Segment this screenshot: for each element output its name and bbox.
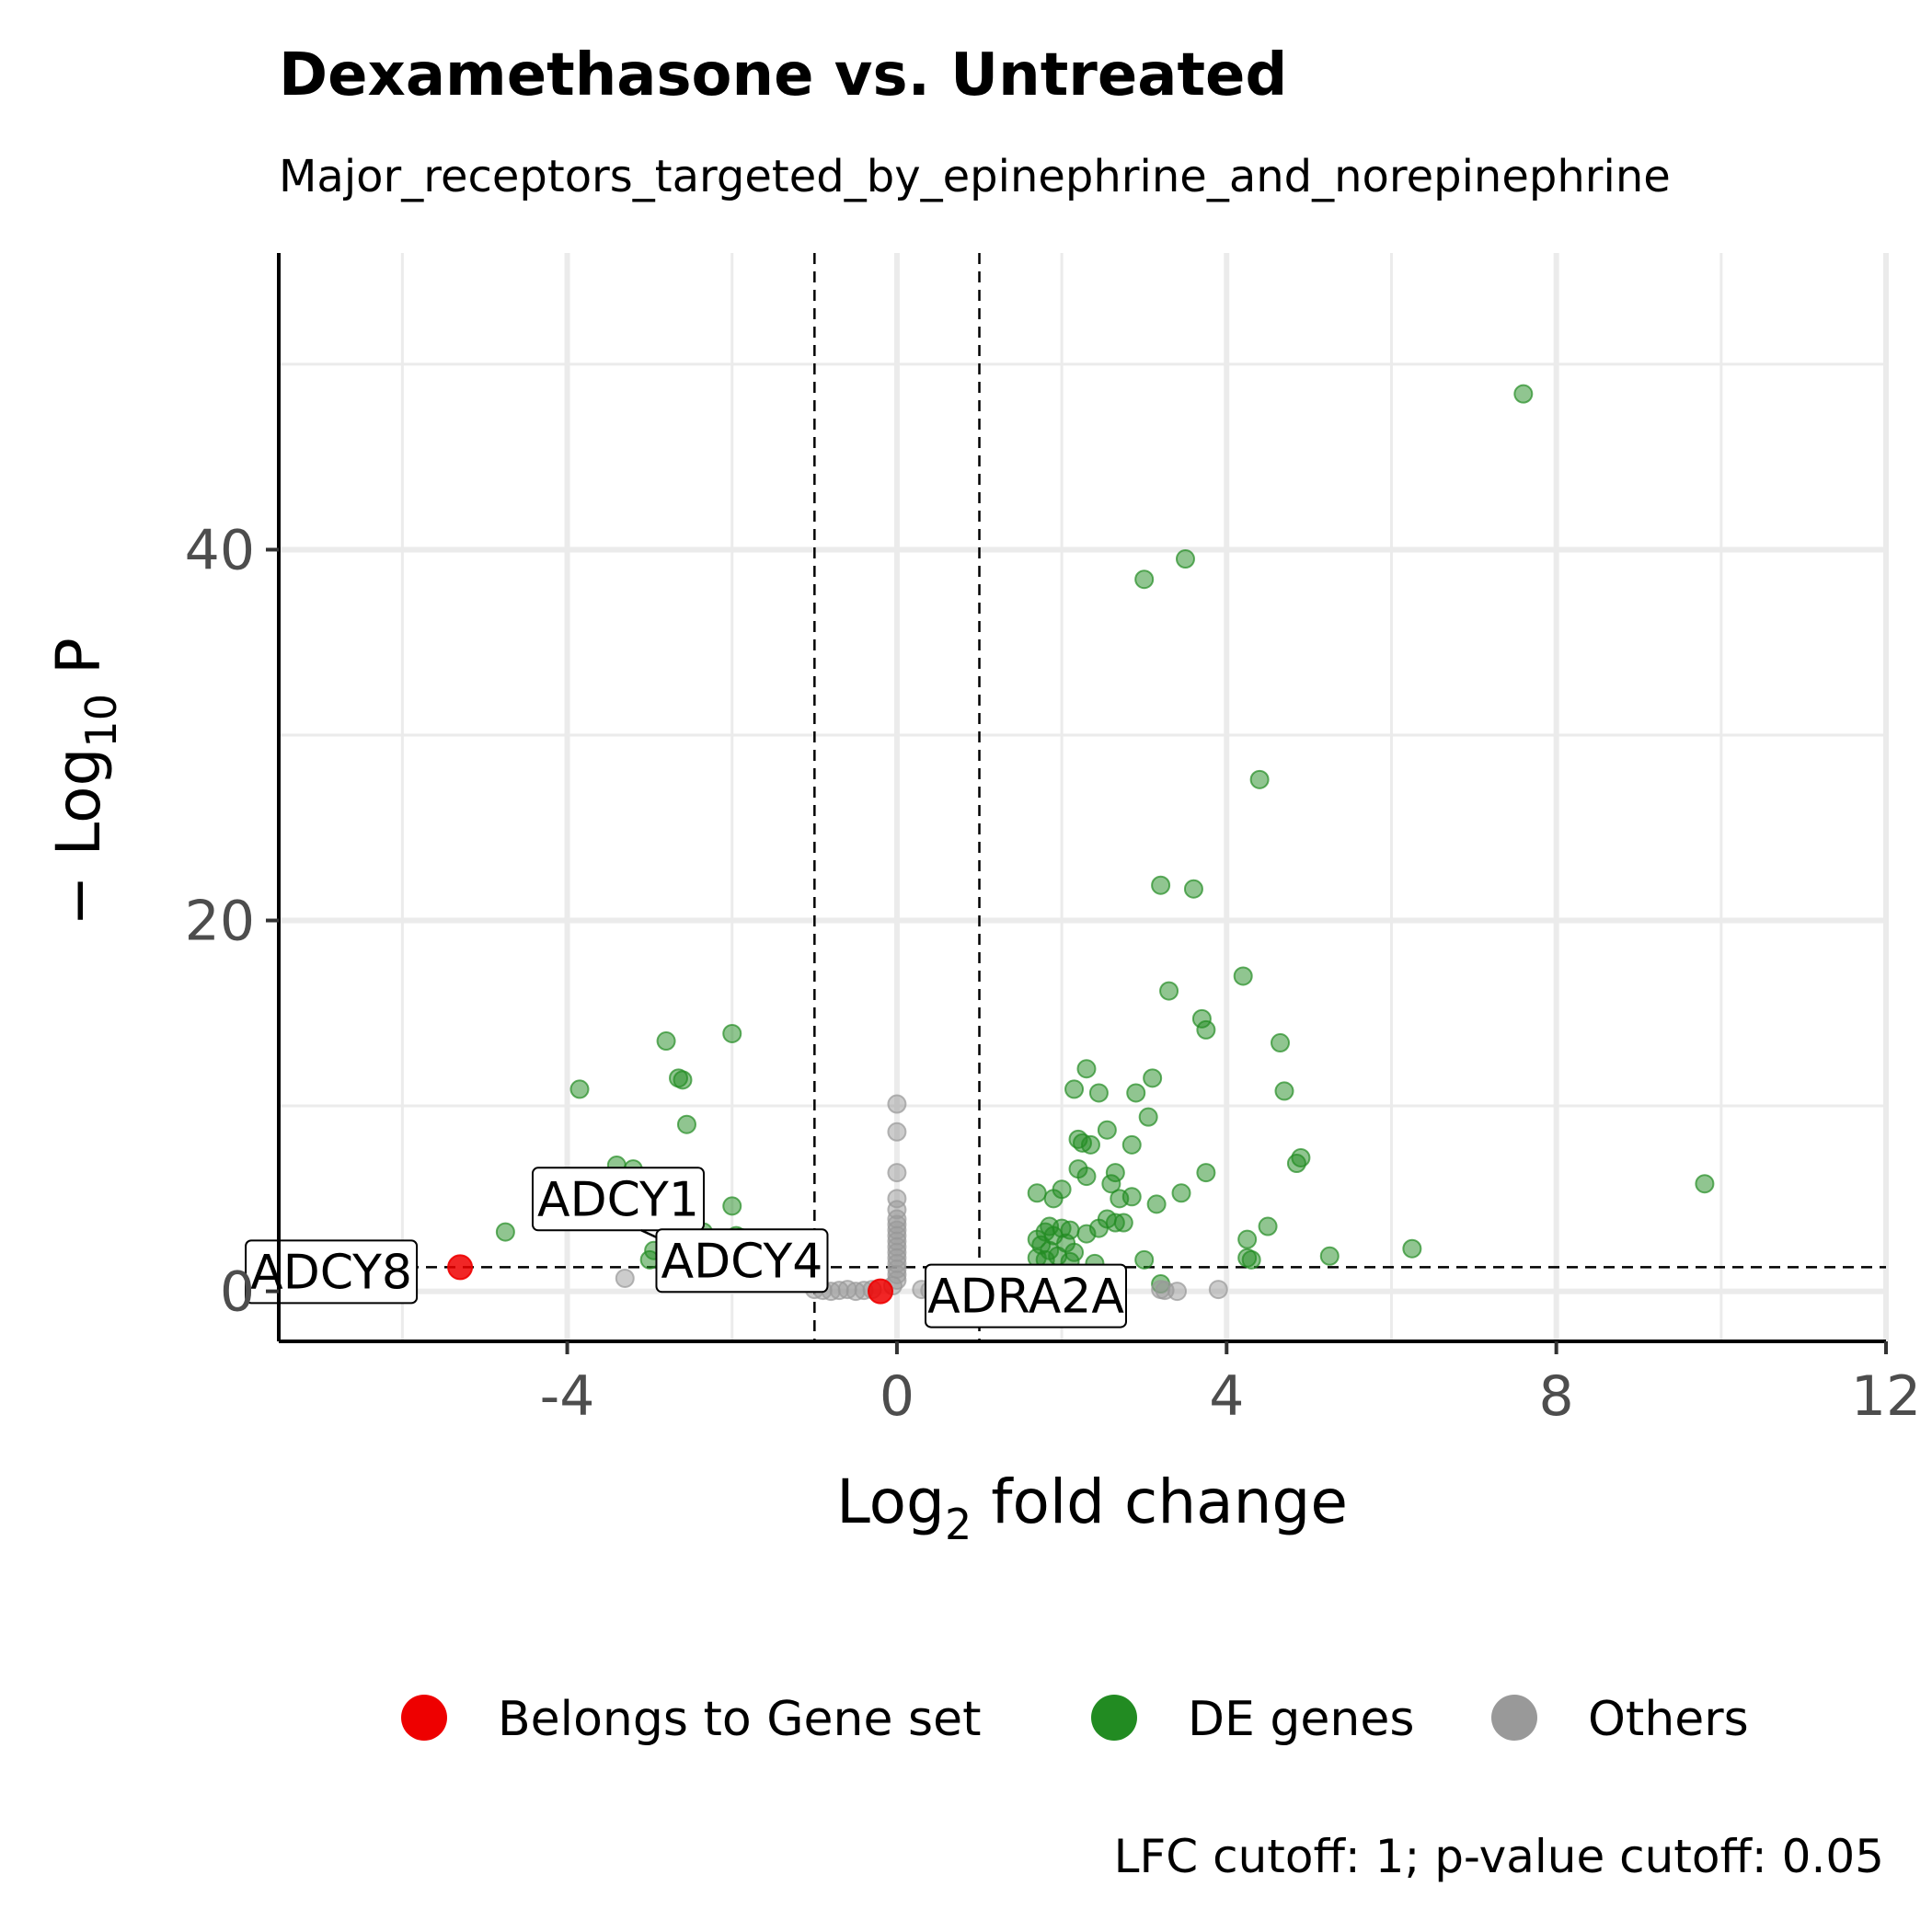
gene-label-adra2a: ADRA2A bbox=[925, 1263, 1128, 1328]
de-genes-point bbox=[1249, 769, 1270, 789]
de-genes-point bbox=[722, 1196, 742, 1216]
de-genes-point bbox=[1121, 1134, 1142, 1155]
de-genes-point bbox=[1134, 569, 1155, 590]
de-genes-point bbox=[1513, 384, 1534, 404]
others-point bbox=[887, 1094, 907, 1114]
x-tick-label: 4 bbox=[1209, 1364, 1244, 1429]
de-genes-point bbox=[1159, 981, 1179, 1001]
gene-label-adcy8: ADCY8 bbox=[245, 1239, 419, 1305]
de-genes-point bbox=[1076, 1224, 1097, 1244]
de-genes-point bbox=[656, 1031, 676, 1052]
de-genes-point bbox=[1196, 1019, 1216, 1040]
others-point bbox=[887, 1121, 907, 1142]
de-genes-point bbox=[1183, 879, 1203, 899]
y-tick-label: 20 bbox=[185, 890, 255, 954]
data-points bbox=[447, 384, 1715, 1305]
others-point bbox=[1208, 1280, 1228, 1300]
legend-marker bbox=[401, 1695, 447, 1741]
gene-labels: ADCY1 ADCY8 ADCY4 ADRA2A bbox=[245, 1167, 1128, 1328]
de-genes-point bbox=[1237, 1229, 1258, 1249]
gene-set-point bbox=[868, 1278, 894, 1305]
y-tick-label: 40 bbox=[185, 518, 255, 582]
de-genes-point bbox=[1073, 1133, 1092, 1153]
de-genes-point bbox=[676, 1114, 696, 1134]
gene-label-text: ADCY4 bbox=[661, 1234, 823, 1289]
cutoff-caption: LFC cutoff: 1; p-value cutoff: 0.05 bbox=[1114, 1830, 1884, 1883]
gene-label-box bbox=[655, 1228, 829, 1294]
de-genes-point bbox=[1402, 1238, 1422, 1259]
de-genes-point bbox=[1064, 1079, 1085, 1099]
de-genes-point bbox=[1286, 1154, 1306, 1174]
y-tick-label: 0 bbox=[220, 1260, 255, 1325]
x-tick-label: 0 bbox=[880, 1364, 914, 1429]
de-genes-point bbox=[673, 1070, 693, 1090]
de-genes-point bbox=[495, 1222, 515, 1242]
legend-item-gene-set: Belongs to Gene set bbox=[401, 1692, 981, 1747]
gene-label-box bbox=[245, 1239, 419, 1305]
de-genes-point bbox=[1146, 1194, 1167, 1214]
gene-set-point bbox=[447, 1254, 474, 1281]
x-tick-label: -4 bbox=[540, 1364, 595, 1429]
legend: Belongs to Gene set DE genes Others bbox=[401, 1692, 1749, 1747]
legend-label: Belongs to Gene set bbox=[498, 1692, 981, 1747]
de-genes-point bbox=[1027, 1183, 1047, 1203]
de-genes-point bbox=[1175, 549, 1195, 569]
de-genes-point bbox=[1134, 1249, 1155, 1270]
de-genes-point bbox=[1151, 875, 1171, 895]
chart-title: Dexamethasone vs. Untreated bbox=[279, 41, 1287, 109]
chart-subtitle: Major_receptors_targeted_by_epinephrine_… bbox=[279, 151, 1671, 202]
de-genes-point bbox=[1233, 966, 1253, 986]
de-genes-point bbox=[1088, 1083, 1109, 1103]
others-point bbox=[1167, 1282, 1188, 1302]
legend-item-others: Others bbox=[1491, 1692, 1749, 1747]
y-axis-title: − Log10 P bbox=[43, 638, 126, 926]
de-genes-point bbox=[1101, 1174, 1121, 1194]
de-genes-point bbox=[1258, 1216, 1278, 1236]
gene-label-adcy1: ADCY1 bbox=[531, 1167, 705, 1248]
legend-label: DE genes bbox=[1188, 1692, 1414, 1747]
de-genes-point bbox=[1097, 1120, 1117, 1140]
legend-item-de-genes: DE genes bbox=[1091, 1692, 1414, 1747]
x-tick-label: 12 bbox=[1851, 1364, 1921, 1429]
de-genes-point bbox=[1076, 1059, 1097, 1079]
legend-marker bbox=[1091, 1695, 1137, 1741]
cutoff-lines bbox=[279, 253, 1886, 1341]
legend-label: Others bbox=[1588, 1692, 1749, 1747]
de-genes-point bbox=[1143, 1068, 1163, 1088]
axes: -4 0 4 8 12 0 20 40 bbox=[185, 253, 1921, 1429]
de-genes-point bbox=[1121, 1187, 1142, 1207]
de-genes-point bbox=[722, 1023, 742, 1043]
gene-label-adcy4: ADCY4 bbox=[655, 1228, 829, 1294]
de-genes-point bbox=[1319, 1246, 1340, 1266]
x-axis-title: Log2 fold change bbox=[836, 1466, 1348, 1549]
de-genes-point bbox=[1138, 1107, 1158, 1127]
others-point bbox=[615, 1268, 635, 1288]
de-genes-point bbox=[1113, 1213, 1133, 1233]
de-genes-point bbox=[1126, 1083, 1146, 1103]
x-tick-label: 8 bbox=[1539, 1364, 1574, 1429]
de-genes-point bbox=[1241, 1249, 1261, 1270]
de-genes-point bbox=[1695, 1174, 1715, 1194]
legend-marker bbox=[1491, 1695, 1537, 1741]
de-genes-point bbox=[1076, 1167, 1097, 1187]
gene-label-box bbox=[531, 1167, 705, 1232]
de-genes-point bbox=[1171, 1183, 1191, 1203]
gene-label-text: ADRA2A bbox=[927, 1270, 1124, 1325]
de-genes-point bbox=[569, 1079, 590, 1099]
gene-label-text: ADCY1 bbox=[537, 1172, 699, 1227]
others-point bbox=[887, 1163, 907, 1183]
de-genes-point bbox=[1043, 1189, 1064, 1209]
de-genes-point bbox=[1196, 1163, 1216, 1183]
de-genes-point bbox=[1271, 1033, 1291, 1053]
gene-label-box bbox=[925, 1263, 1128, 1328]
de-genes-point bbox=[1274, 1081, 1294, 1101]
